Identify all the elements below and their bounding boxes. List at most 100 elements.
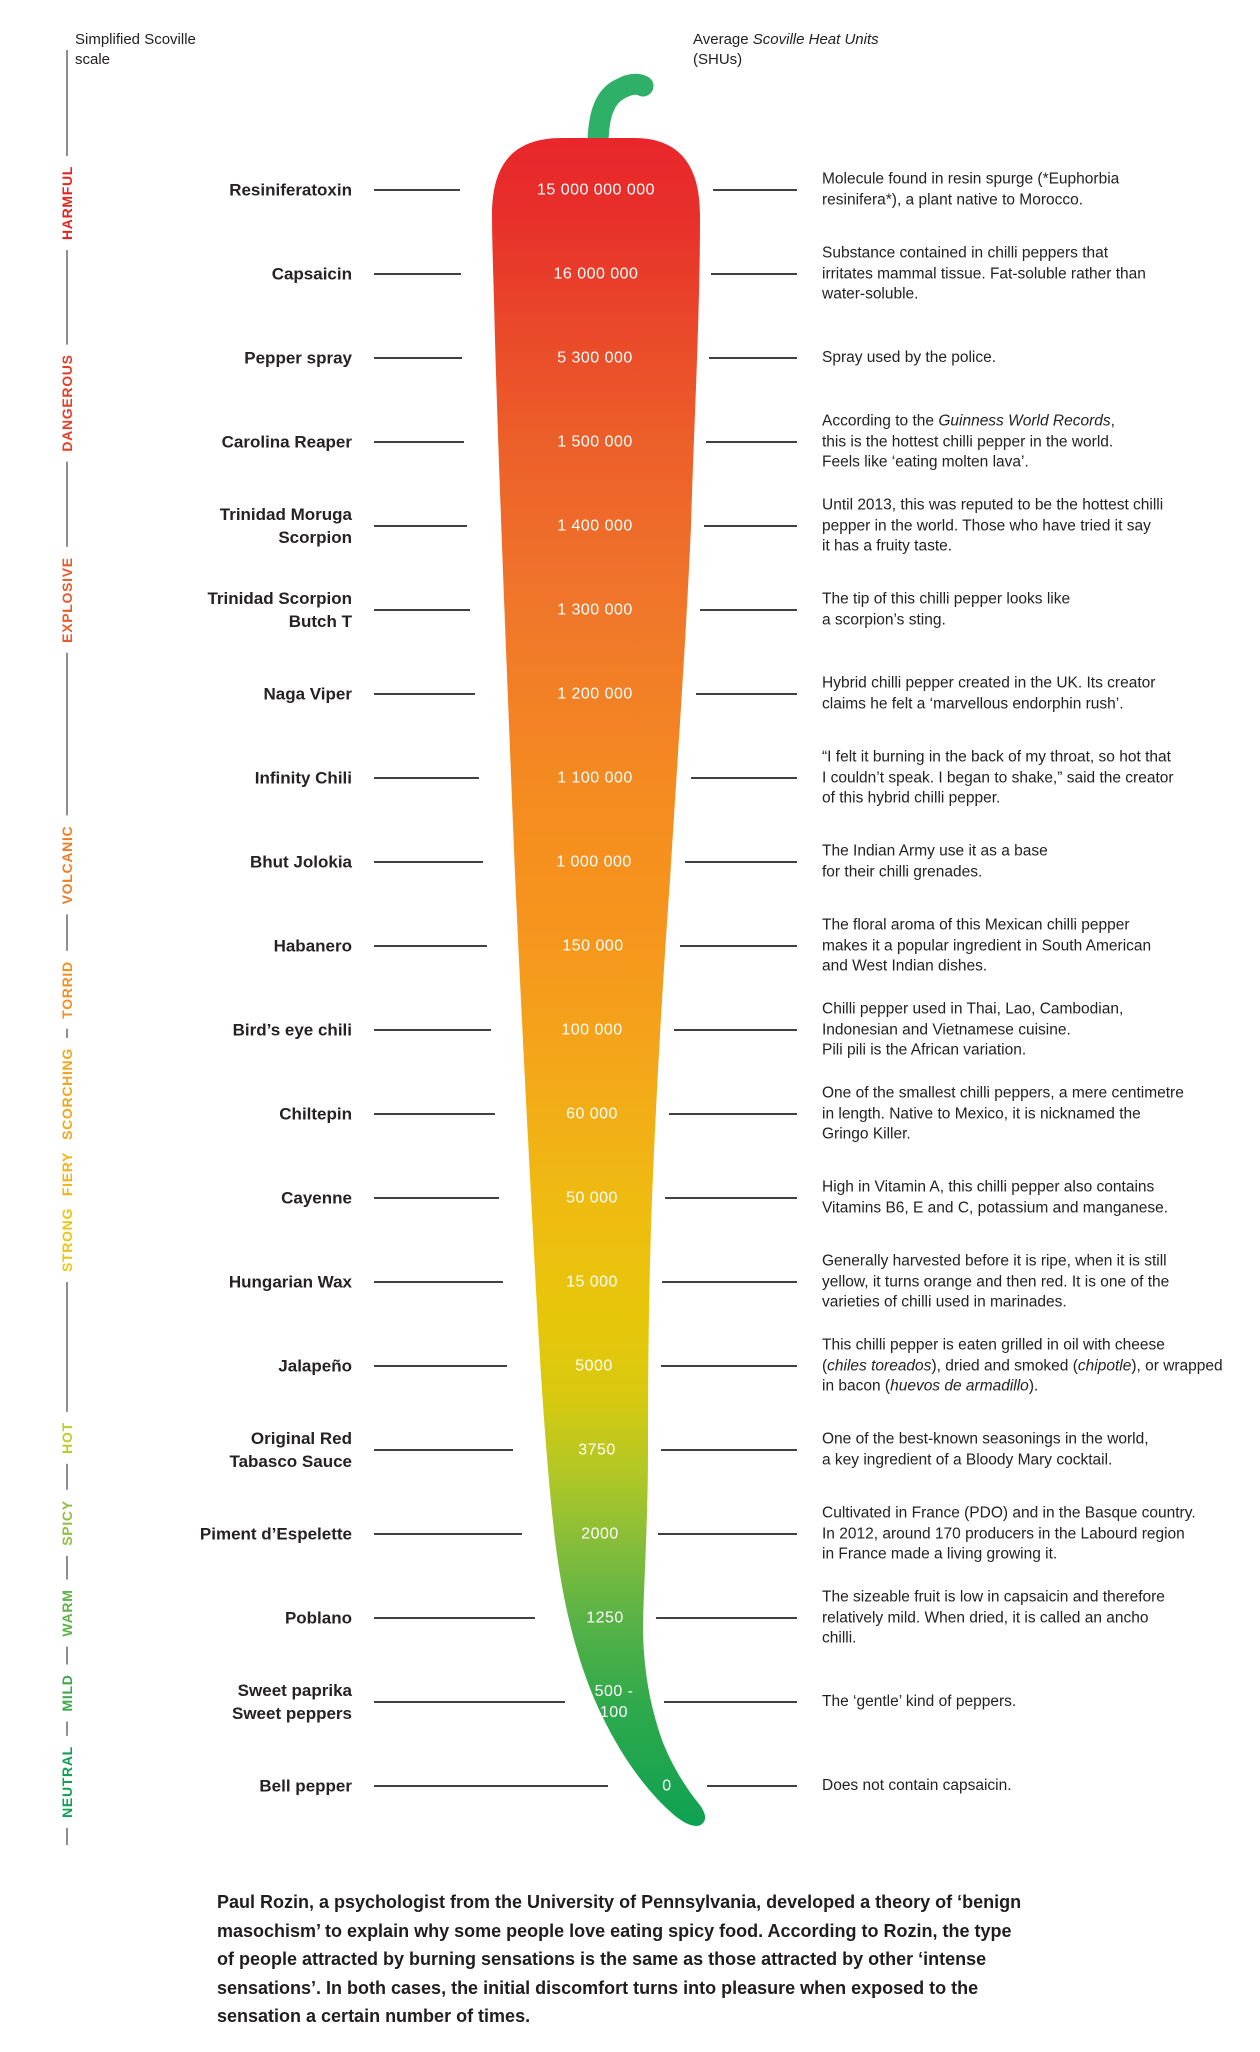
pepper-name: Original Red Tabasco Sauce [229, 1429, 352, 1471]
pepper-name: Hungarian Wax [228, 1272, 352, 1292]
pepper-description: The floral aroma of this Mexican chilli … [822, 916, 1152, 975]
pepper-description: The ‘gentle’ kind of peppers. [822, 1692, 1017, 1710]
left-connector-line [374, 693, 475, 695]
left-connector-line [374, 777, 479, 779]
pepper-name: Infinity Chili [254, 768, 352, 788]
right-connector-line [696, 693, 797, 695]
left-connector-line [374, 1281, 503, 1283]
shu-value: 1 300 000 [557, 601, 633, 619]
pepper-name: Bird’s eye chili [232, 1020, 352, 1040]
shu-value: 0 [662, 1777, 672, 1795]
shu-value: 1 400 000 [557, 517, 633, 535]
pepper-description: One of the best-known seasonings in the … [822, 1430, 1149, 1469]
left-axis-title: Simplified Scoville scale [75, 31, 196, 68]
right-connector-line [664, 1701, 797, 1703]
scale-level-neutral: NEUTRAL [52, 1736, 82, 1828]
pepper-name: Habanero [273, 936, 352, 956]
pepper-description: Chilli pepper used in Thai, Lao, Cambodi… [822, 1000, 1124, 1059]
left-connector-line [374, 273, 461, 275]
pepper-description: “I felt it burning in the back of my thr… [822, 748, 1174, 807]
scale-level-strong: STRONG [52, 1197, 82, 1283]
pepper-description: The Indian Army use it as a base for thei… [822, 842, 1048, 881]
shu-value: 1 000 000 [556, 853, 632, 871]
pepper-name: Pepper spray [244, 348, 352, 368]
left-connector-line [374, 1617, 535, 1619]
pepper-description: Generally harvested before it is ripe, w… [822, 1252, 1170, 1311]
shu-value: 5 300 000 [557, 349, 633, 367]
pepper-body [492, 138, 706, 1826]
scale-level-volcanic: VOLCANIC [52, 815, 82, 915]
pepper-description: Cultivated in France (PDO) and in the Ba… [822, 1504, 1196, 1563]
pepper-name: Poblano [284, 1608, 352, 1628]
right-connector-line [704, 525, 797, 527]
right-connector-line [658, 1533, 797, 1535]
pepper-description: Substance contained in chilli peppers th… [822, 244, 1146, 303]
pepper-description: The sizeable fruit is low in capsaicin a… [822, 1588, 1165, 1647]
pepper-description: Hybrid chilli pepper created in the UK. … [822, 674, 1156, 713]
scale-level-fiery: FIERY [52, 1141, 82, 1207]
right-connector-line [700, 609, 797, 611]
pepper-name: Trinidad Scorpion Butch T [207, 589, 352, 631]
pepper-stem [587, 73, 654, 157]
shu-value: 60 000 [566, 1105, 618, 1123]
shu-value: 1 200 000 [557, 685, 633, 703]
shu-value: 3750 [578, 1441, 616, 1459]
right-connector-line [669, 1113, 797, 1115]
right-axis-title: Average Scoville Heat Units (SHUs) [693, 31, 879, 68]
left-connector-line [374, 945, 487, 947]
scale-level-warm: WARM [52, 1579, 82, 1647]
right-connector-line [711, 273, 797, 275]
left-connector-line [374, 1029, 491, 1031]
scale-axis-line [66, 50, 68, 1845]
shu-value: 2000 [581, 1525, 619, 1543]
left-connector-line [374, 1449, 513, 1451]
pepper-description: Molecule found in resin spurge (*Euphorb… [822, 170, 1120, 209]
shu-value: 15 000 000 000 [537, 181, 655, 199]
pepper-description: Spray used by the police. [822, 348, 997, 366]
shu-value: 15 000 [566, 1273, 618, 1291]
scale-level-dangerous: DANGEROUS [52, 344, 82, 462]
scale-level-scorching: SCORCHING [52, 1038, 82, 1150]
scale-level-mild: MILD [52, 1664, 82, 1722]
pepper-description: The tip of this chilli pepper looks like… [822, 590, 1071, 629]
pepper-name: Cayenne [281, 1188, 352, 1208]
right-connector-line [706, 441, 797, 443]
pepper-description: One of the smallest chilli peppers, a me… [822, 1084, 1184, 1143]
shu-value: 1 100 000 [557, 769, 633, 787]
pepper-name: Naga Viper [263, 684, 352, 704]
left-connector-line [374, 1197, 499, 1199]
right-connector-line [709, 357, 797, 359]
left-connector-line [374, 1701, 565, 1703]
pepper-name: Carolina Reaper [221, 432, 352, 452]
pepper-name: Jalapeño [278, 1356, 352, 1376]
left-connector-line [374, 1113, 495, 1115]
left-connector-line [374, 1533, 522, 1535]
left-connector-line [374, 861, 483, 863]
shu-value: 50 000 [566, 1189, 618, 1207]
right-connector-line [680, 945, 797, 947]
pepper-name: Resiniferatoxin [229, 180, 352, 200]
pepper-name: Sweet paprika Sweet peppers [232, 1681, 352, 1723]
right-connector-line [713, 189, 797, 191]
pepper-description: Does not contain capsaicin. [822, 1776, 1012, 1794]
pepper-description: This chilli pepper is eaten grilled in o… [822, 1336, 1223, 1395]
shu-value: 16 000 000 [553, 265, 639, 283]
scale-level-torrid: TORRID [52, 951, 82, 1029]
scale-level-spicy: SPICY [52, 1490, 82, 1556]
pepper-description: According to the Guinness World Records,… [822, 412, 1115, 471]
left-connector-line [374, 525, 467, 527]
pepper-name: Piment d’Espelette [199, 1524, 352, 1544]
left-connector-line [374, 609, 470, 611]
left-connector-line [374, 357, 462, 359]
scale-level-harmful: HARMFUL [52, 155, 82, 251]
right-connector-line [656, 1617, 797, 1619]
right-connector-line [674, 1029, 797, 1031]
shu-value: 500 - 100 [594, 1683, 634, 1721]
left-connector-line [374, 189, 460, 191]
shu-value: 100 000 [561, 1021, 623, 1039]
shu-value: 1 500 000 [557, 433, 633, 451]
shu-value: 5000 [575, 1357, 613, 1375]
right-connector-line [661, 1449, 797, 1451]
